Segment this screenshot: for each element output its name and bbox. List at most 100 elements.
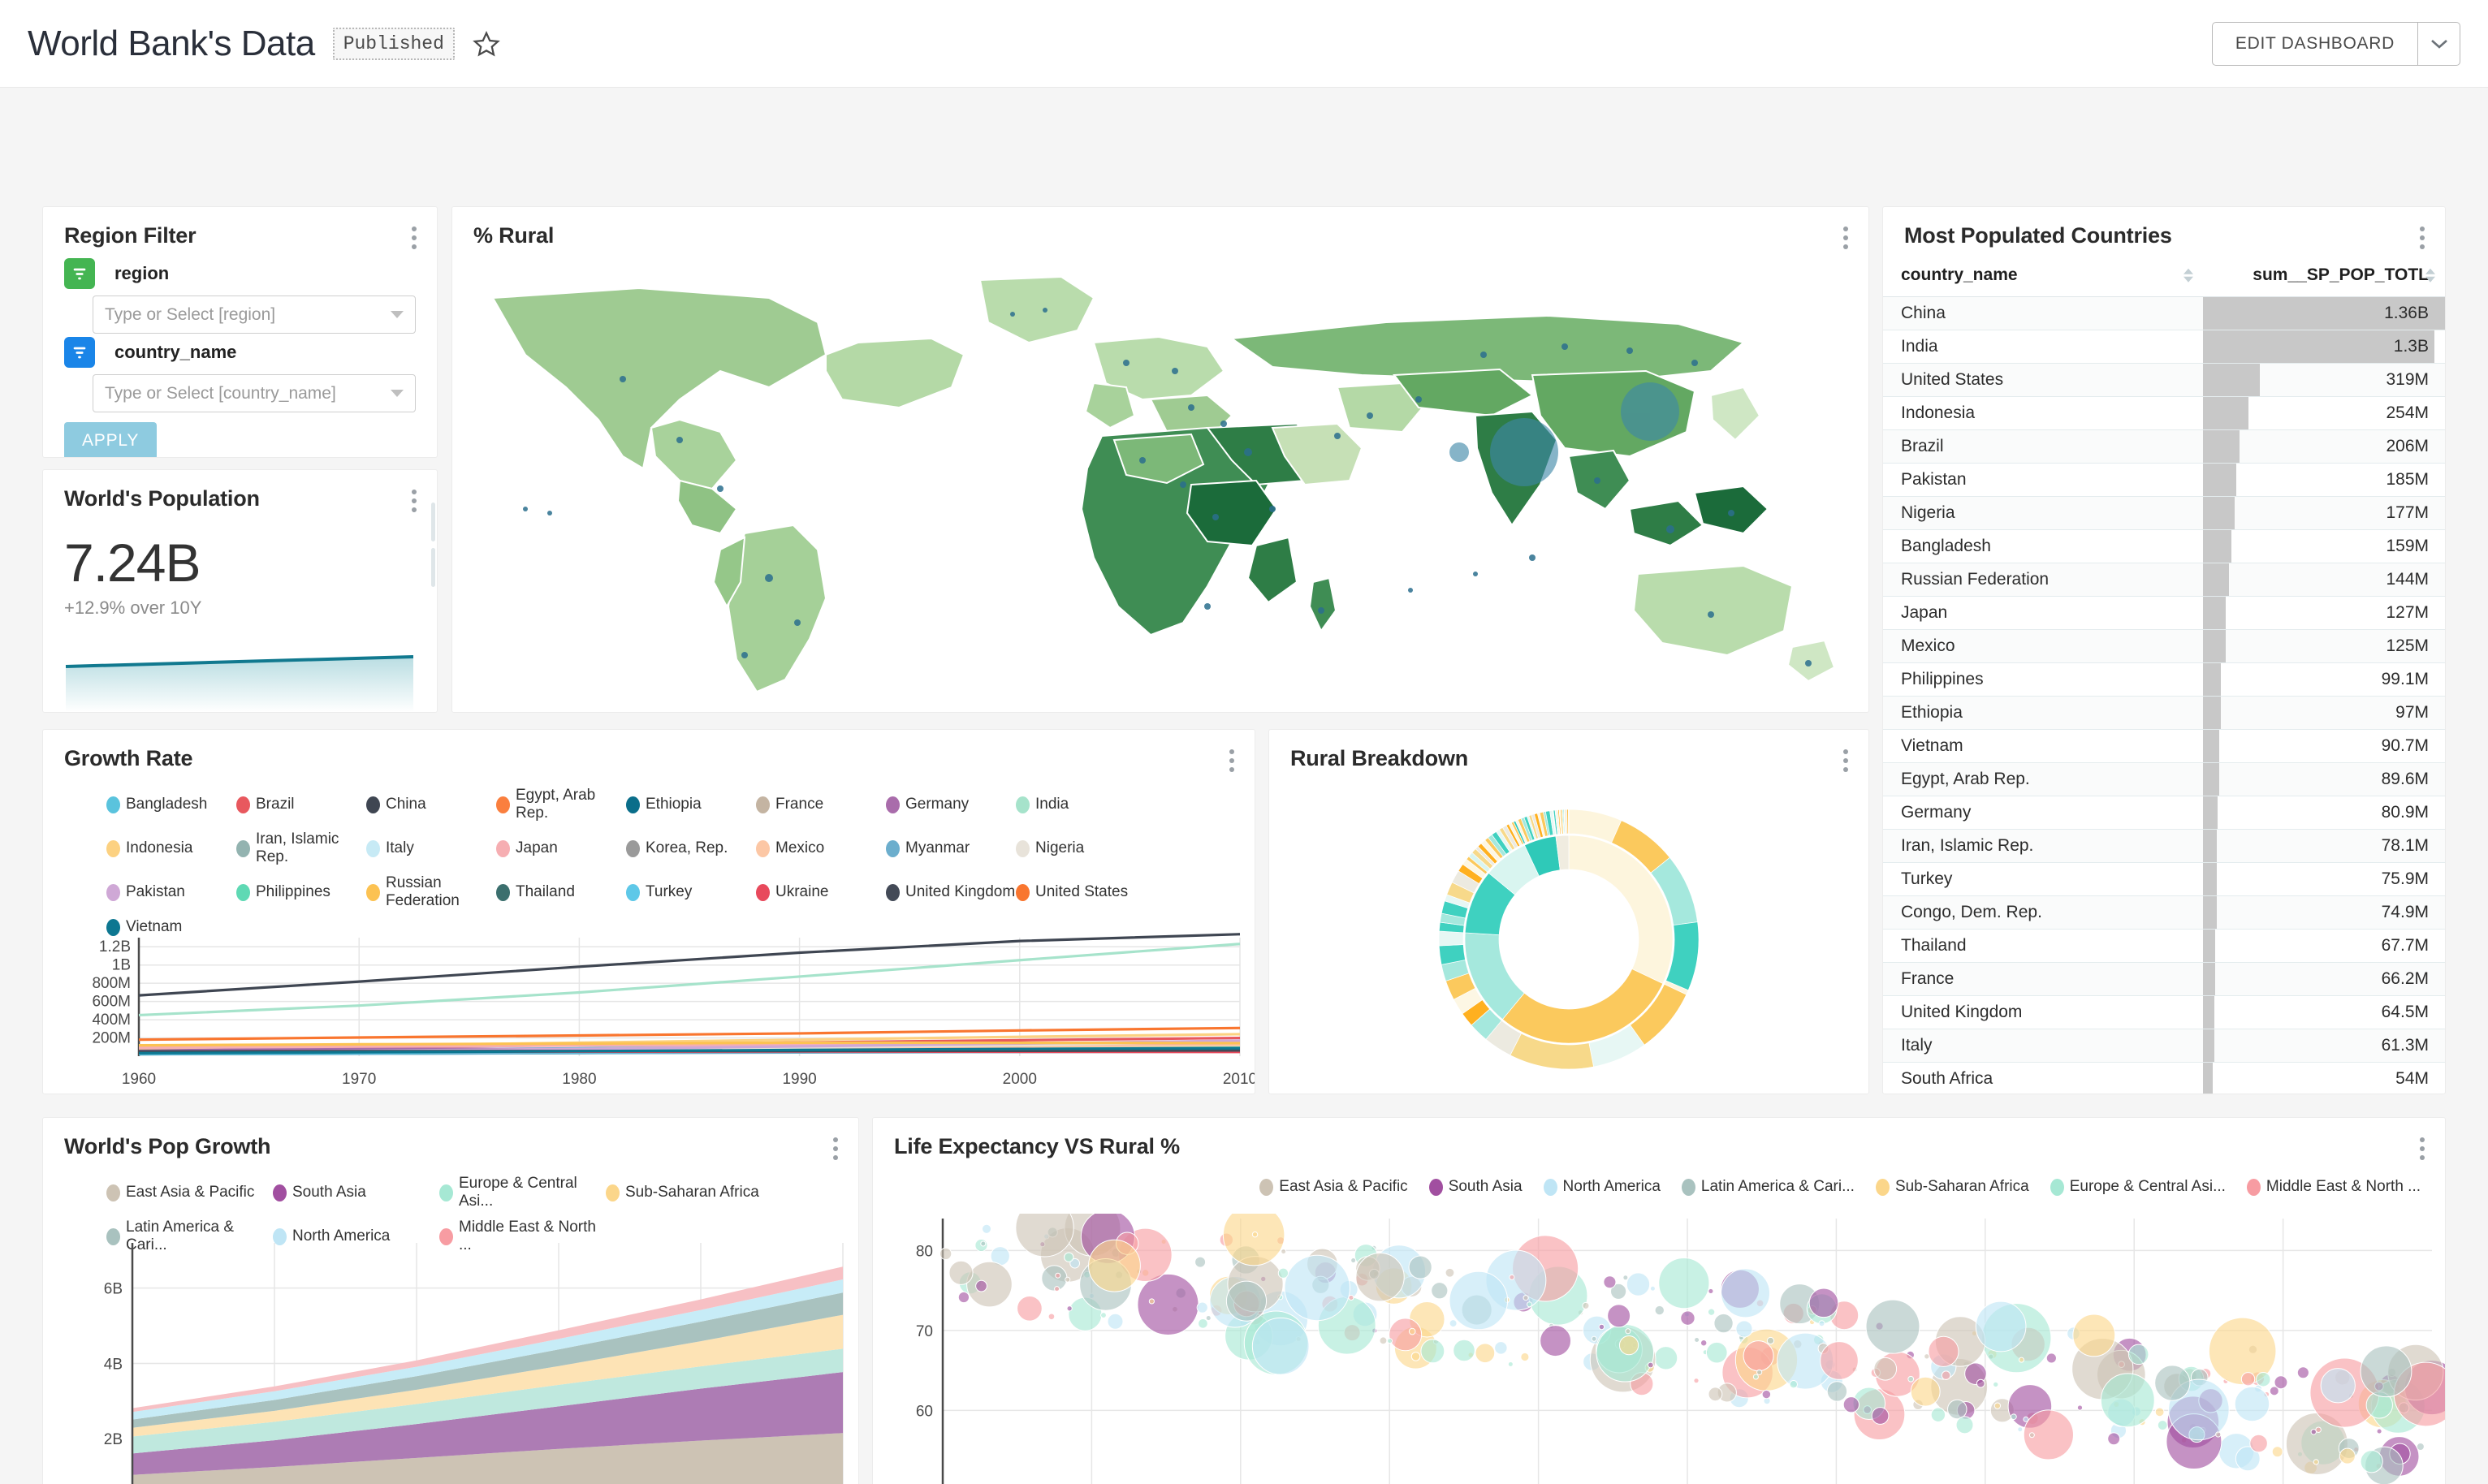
bubble-point[interactable]: [1623, 1275, 1628, 1280]
bubble-point[interactable]: [1195, 1257, 1206, 1267]
table-row[interactable]: Bangladesh 159M: [1883, 530, 2445, 563]
bubble-point[interactable]: [1508, 1361, 1513, 1366]
bubble-point[interactable]: [1101, 1313, 1107, 1318]
bubble-point[interactable]: [2313, 1460, 2318, 1465]
life-legend-item[interactable]: Latin America & Cari...: [1682, 1178, 1855, 1196]
bubble-point[interactable]: [1445, 1268, 1454, 1277]
growth-legend-item[interactable]: France: [756, 787, 886, 822]
bubble-point[interactable]: [1976, 1379, 1985, 1387]
bubble-point[interactable]: [1281, 1249, 1286, 1254]
bubble-point[interactable]: [1872, 1408, 1889, 1425]
life-legend-item[interactable]: East Asia & Pacific: [1259, 1178, 1407, 1196]
bubble-point[interactable]: [1278, 1268, 1288, 1278]
bubble-point[interactable]: [2250, 1434, 2268, 1452]
bubble-point[interactable]: [1790, 1380, 1797, 1387]
table-row[interactable]: Egypt, Arab Rep. 89.6M: [1883, 763, 2445, 796]
bubble-point[interactable]: [1753, 1374, 1758, 1379]
column-header-country-name[interactable]: country_name: [1883, 257, 2203, 297]
bubble-point[interactable]: [1065, 1277, 1070, 1282]
growth-legend-item[interactable]: Myanmar: [886, 830, 1016, 866]
bubble-point[interactable]: [1138, 1274, 1199, 1335]
bubble-point[interactable]: [2011, 1414, 2016, 1420]
bubble-point[interactable]: [1599, 1324, 1604, 1329]
table-scroll-container[interactable]: country_name sum__SP_POP_TOTL China 1.36B…: [1883, 257, 2445, 1094]
bubble-point[interactable]: [1055, 1287, 1060, 1292]
bubble-point[interactable]: [2216, 1432, 2221, 1437]
bubble-point[interactable]: [1626, 1273, 1649, 1296]
bubble-point[interactable]: [2018, 1427, 2023, 1432]
table-row[interactable]: Vietnam 90.7M: [1883, 730, 2445, 763]
bubble-point[interactable]: [1929, 1336, 1959, 1366]
bubble-point[interactable]: [1819, 1321, 1825, 1327]
bubble-point[interactable]: [1931, 1408, 1945, 1421]
table-row[interactable]: Russian Federation 144M: [1883, 563, 2445, 597]
bubble-point[interactable]: [1527, 1302, 1532, 1307]
bubble-point[interactable]: [1736, 1321, 1752, 1337]
bubble-point[interactable]: [1708, 1387, 1722, 1401]
bubble-point[interactable]: [1654, 1347, 1677, 1370]
table-row[interactable]: Brazil 206M: [1883, 430, 2445, 464]
bubble-point[interactable]: [2101, 1374, 2154, 1427]
bubble-point[interactable]: [1065, 1253, 1073, 1262]
table-row[interactable]: Germany 80.9M: [1883, 796, 2445, 830]
table-row[interactable]: Pakistan 185M: [1883, 464, 2445, 497]
bubble-point[interactable]: [949, 1261, 973, 1284]
growth-legend-item[interactable]: United States: [1016, 874, 1146, 910]
bubble-point[interactable]: [1421, 1339, 1445, 1363]
more-vertical-icon[interactable]: [1838, 223, 1854, 252]
bubble-point[interactable]: [1956, 1417, 1973, 1434]
bubble-point[interactable]: [1449, 1320, 1457, 1327]
bubble-point[interactable]: [2377, 1429, 2382, 1434]
bubble-point[interactable]: [1199, 1318, 1208, 1328]
table-row[interactable]: South Africa 54M: [1883, 1063, 2445, 1094]
bubble-point[interactable]: [1540, 1326, 1571, 1357]
bubble-point[interactable]: [1942, 1371, 1950, 1380]
bubble-point[interactable]: [1706, 1342, 1727, 1363]
growth-legend-item[interactable]: Indonesia: [106, 830, 236, 866]
table-row[interactable]: Italy 61.3M: [1883, 1029, 2445, 1063]
bubble-point[interactable]: [1197, 1302, 1207, 1313]
growth-rate-line-chart[interactable]: 200M400M600M 800M1B1.2B 1960 1970 1980 1990 20…: [43, 933, 1255, 1094]
bubble-point[interactable]: [2297, 1367, 2309, 1378]
table-row[interactable]: United Kingdom 64.5M: [1883, 996, 2445, 1029]
bubble-point[interactable]: [1356, 1253, 1404, 1301]
bubble-point[interactable]: [2257, 1373, 2270, 1387]
bubble-point[interactable]: [2270, 1387, 2279, 1396]
bubble-point[interactable]: [2158, 1421, 2167, 1430]
bubble-point[interactable]: [1475, 1344, 1495, 1363]
growth-line-series[interactable]: [139, 944, 1240, 1016]
more-vertical-icon[interactable]: [2414, 1134, 2430, 1163]
table-row[interactable]: India 1.3B: [1883, 330, 2445, 364]
bubble-point[interactable]: [1604, 1276, 1616, 1288]
bubble-point[interactable]: [2073, 1314, 2115, 1357]
bubble-point[interactable]: [2339, 1448, 2355, 1464]
bubble-point[interactable]: [1252, 1318, 1309, 1374]
bubble-point[interactable]: [1067, 1306, 1072, 1311]
bubble-point[interactable]: [1523, 1296, 1528, 1301]
bubble-point[interactable]: [958, 1292, 969, 1302]
bubble-point[interactable]: [1721, 1269, 1770, 1318]
bubble-point[interactable]: [1285, 1255, 1350, 1321]
chevron-down-icon[interactable]: [391, 390, 404, 397]
bubble-point[interactable]: [1908, 1376, 1914, 1382]
more-vertical-icon[interactable]: [406, 486, 422, 516]
sunburst-outer-slice[interactable]: [1568, 809, 1569, 834]
growth-legend-item[interactable]: Thailand: [496, 874, 626, 910]
bubble-point[interactable]: [1743, 1341, 1773, 1371]
bubble-point[interactable]: [1149, 1299, 1154, 1304]
table-row[interactable]: China 1.36B: [1883, 297, 2445, 330]
bubble-point[interactable]: [1694, 1378, 1699, 1383]
bubble-point[interactable]: [2108, 1433, 2120, 1445]
bubble-point[interactable]: [1108, 1314, 1123, 1329]
bubble-point[interactable]: [2155, 1408, 2164, 1417]
more-vertical-icon[interactable]: [406, 223, 422, 252]
bubble-point[interactable]: [1681, 1311, 1695, 1325]
bubble-point[interactable]: [1206, 1316, 1211, 1321]
bubble-point[interactable]: [1708, 1309, 1714, 1315]
sunburst-outer-slice[interactable]: [1439, 931, 1463, 946]
bubble-point[interactable]: [1843, 1397, 1859, 1413]
bubble-point[interactable]: [1409, 1256, 1432, 1279]
bubble-point[interactable]: [2029, 1433, 2034, 1438]
bubble-point[interactable]: [981, 1241, 986, 1246]
bubble-point[interactable]: [1827, 1382, 1847, 1401]
